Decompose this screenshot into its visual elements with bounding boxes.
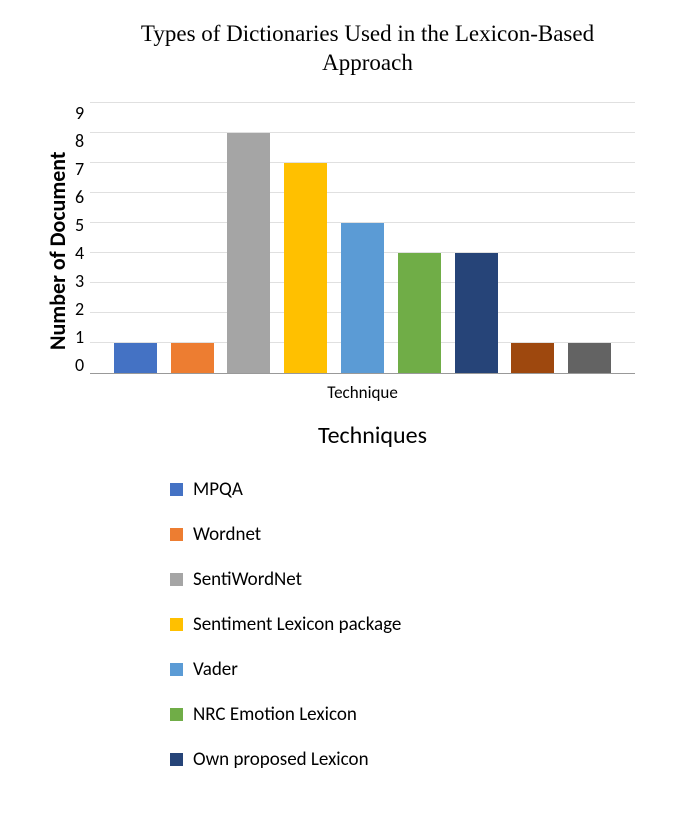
legend-label: NRC Emotion Lexicon	[193, 703, 357, 726]
legend-swatch	[170, 753, 183, 766]
legend-swatch	[170, 528, 183, 541]
legend-swatch	[170, 618, 183, 631]
legend-item: NRC Emotion Lexicon	[170, 703, 665, 726]
y-tick: 1	[75, 328, 84, 346]
legend-item: MPQA	[170, 478, 665, 501]
plot-area	[90, 104, 635, 374]
legend-label: Wordnet	[193, 523, 261, 546]
legend-label: Own proposed Lexicon	[193, 748, 369, 771]
bar	[114, 343, 157, 373]
legend-swatch	[170, 483, 183, 496]
bar	[568, 343, 611, 373]
y-tick: 0	[75, 356, 84, 374]
legend: MPQA Wordnet SentiWordNet Sentiment Lexicon…	[170, 478, 665, 771]
bar	[341, 223, 384, 373]
y-tick: 8	[75, 132, 84, 150]
bar	[171, 343, 214, 373]
legend-label: SentiWordNet	[193, 568, 302, 591]
y-tick: 4	[75, 244, 84, 262]
bar	[227, 133, 270, 373]
chart-container: Types of Dictionaries Used in the Lexico…	[0, 0, 685, 803]
legend-label: Sentiment Lexicon package	[193, 613, 401, 636]
x-axis-title: Techniques	[80, 421, 665, 450]
legend-label: Vader	[193, 658, 238, 681]
bar	[455, 253, 498, 373]
y-tick: 2	[75, 300, 84, 318]
x-axis-inner-label: Technique	[90, 382, 635, 403]
bar	[511, 343, 554, 373]
gridline	[90, 102, 635, 103]
legend-item: Wordnet	[170, 523, 665, 546]
y-axis-ticks: 9 8 7 6 5 4 3 2 1 0	[75, 104, 90, 374]
legend-label: MPQA	[193, 478, 243, 501]
legend-item: Own proposed Lexicon	[170, 748, 665, 771]
bar	[398, 253, 441, 373]
y-tick: 6	[75, 188, 84, 206]
y-tick: 5	[75, 216, 84, 234]
y-tick: 3	[75, 272, 84, 290]
y-tick: 9	[75, 104, 84, 122]
legend-swatch	[170, 663, 183, 676]
legend-swatch	[170, 573, 183, 586]
chart-title: Types of Dictionaries Used in the Lexico…	[110, 20, 625, 78]
chart-area: Number of Document 9 8 7 6 5 4 3 2 1 0 Technique	[40, 98, 665, 403]
legend-item: Sentiment Lexicon package	[170, 613, 665, 636]
legend-item: SentiWordNet	[170, 568, 665, 591]
plot-wrap: Technique	[90, 98, 635, 403]
y-tick: 7	[75, 160, 84, 178]
y-axis-label: Number of Document	[40, 98, 75, 403]
bar	[284, 163, 327, 373]
bars-group	[90, 104, 635, 373]
legend-item: Vader	[170, 658, 665, 681]
legend-swatch	[170, 708, 183, 721]
